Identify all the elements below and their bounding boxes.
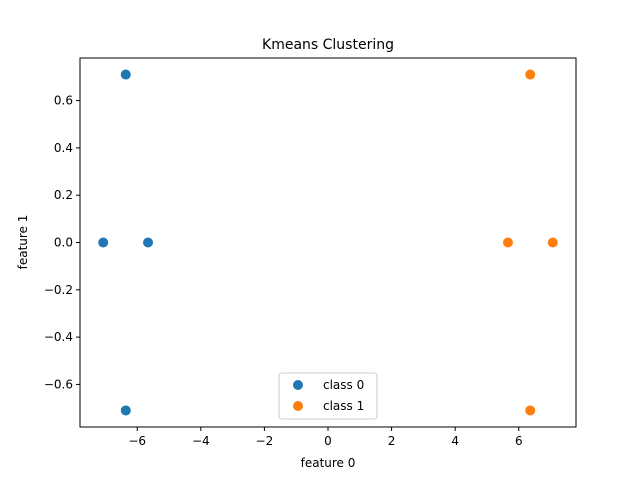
- x-tick-label: −2: [256, 434, 274, 448]
- data-point: [120, 69, 131, 80]
- legend-marker: [293, 380, 303, 390]
- x-tick-label: 4: [451, 434, 459, 448]
- x-tick-label: 6: [515, 434, 523, 448]
- data-point: [143, 237, 154, 248]
- y-tick-label: −0.4: [44, 330, 73, 344]
- data-point: [98, 237, 109, 248]
- legend-label: class 1: [323, 399, 364, 413]
- legend-marker: [293, 401, 303, 411]
- x-tick-label: −4: [192, 434, 210, 448]
- data-point: [525, 69, 536, 80]
- data-point: [120, 405, 131, 416]
- legend-label: class 0: [323, 378, 364, 392]
- x-tick-label: 2: [388, 434, 396, 448]
- y-tick-label: 0.0: [54, 236, 73, 250]
- plot-area: [98, 69, 558, 416]
- legend-box: [278, 372, 378, 420]
- y-tick-label: −0.6: [44, 377, 73, 391]
- data-point: [547, 237, 558, 248]
- x-tick-label: −6: [128, 434, 146, 448]
- y-axis-label: feature 1: [16, 215, 30, 270]
- chart-title: Kmeans Clustering: [262, 37, 394, 53]
- y-tick-label: 0.4: [54, 141, 73, 155]
- data-point: [525, 405, 536, 416]
- y-tick-label: 0.2: [54, 188, 73, 202]
- y-tick-label: 0.6: [54, 94, 73, 108]
- y-tick-label: −0.2: [44, 283, 73, 297]
- x-axis-label: feature 0: [301, 456, 356, 470]
- x-tick-label: 0: [324, 434, 332, 448]
- y-axis-ticks: −0.6 −0.4 −0.2 0.0 0.2 0.4 0.6: [44, 94, 80, 391]
- x-axis-ticks: −6 −4 −2 0 2 4 6: [128, 427, 523, 448]
- data-point: [502, 237, 513, 248]
- legend: class 0 class 1: [278, 372, 378, 420]
